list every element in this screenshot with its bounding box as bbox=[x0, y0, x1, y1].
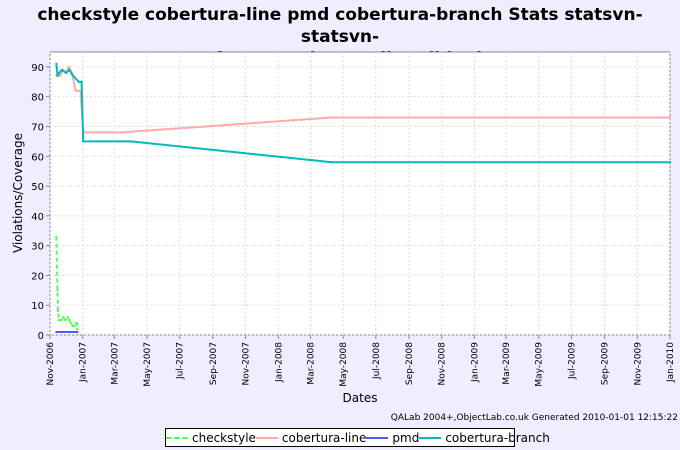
data-point-checkstyle bbox=[75, 321, 79, 325]
data-point-cobertura-branch bbox=[129, 140, 133, 143]
legend-label: checkstyle bbox=[192, 430, 256, 445]
x-tick-label: Jul-2008 bbox=[372, 342, 382, 380]
data-point-checkstyle bbox=[55, 235, 58, 238]
y-tick-label: 90 bbox=[31, 63, 44, 74]
y-axis: 0 10 20 30 40 50 60 70 80 90 bbox=[31, 63, 50, 342]
data-point-cobertura-branch bbox=[64, 71, 68, 75]
x-tick-label: May-2008 bbox=[339, 342, 349, 387]
data-point-cobertura-line bbox=[668, 116, 672, 119]
data-point-pmd bbox=[76, 330, 79, 334]
legend-label: cobertura-line bbox=[281, 430, 367, 445]
data-point-checkstyle bbox=[73, 324, 76, 328]
x-tick-label: Jan-2009 bbox=[470, 342, 480, 383]
x-tick-label: Jan-2010 bbox=[666, 342, 676, 383]
y-tick-label: 60 bbox=[31, 152, 44, 163]
data-point-cobertura-branch bbox=[77, 80, 81, 84]
y-tick-label: 40 bbox=[31, 212, 44, 223]
x-tick-label: Sep-2009 bbox=[601, 342, 611, 385]
data-point-cobertura-branch bbox=[330, 161, 334, 164]
y-tick-label: 80 bbox=[31, 93, 44, 104]
data-point-cobertura-line bbox=[330, 116, 334, 119]
data-point-checkstyle bbox=[56, 310, 60, 313]
grid bbox=[49, 52, 671, 336]
x-tick-label: Mar-2008 bbox=[306, 342, 316, 385]
y-axis-label: Violations/Coverage bbox=[11, 133, 25, 253]
legend-item-pmd: pmd bbox=[366, 431, 419, 445]
x-tick-label: Sep-2008 bbox=[405, 342, 415, 385]
x-tick-label: Jan-2008 bbox=[274, 342, 284, 383]
data-point-checkstyle bbox=[68, 318, 71, 322]
data-point-cobertura-branch bbox=[668, 161, 672, 164]
data-point-checkstyle bbox=[57, 318, 61, 322]
data-point-checkstyle bbox=[56, 289, 59, 292]
legend-item-cobertura-branch: cobertura-branch bbox=[419, 431, 550, 445]
legend: checkstyle cobertura-line pmd cobertura-bra… bbox=[165, 428, 550, 447]
x-tick-label: Nov-2007 bbox=[242, 342, 252, 385]
data-point-checkstyle bbox=[69, 321, 73, 325]
data-point-cobertura-line bbox=[120, 131, 124, 134]
x-tick-label: Nov-2008 bbox=[438, 342, 448, 386]
x-tick-label: May-2007 bbox=[143, 342, 153, 387]
x-axis: Nov-2006 Jan-2007 Mar-2007 May-2007 Jul-2007… bbox=[46, 335, 676, 387]
y-tick-label: 30 bbox=[31, 242, 44, 253]
x-tick-label: Jul-2009 bbox=[567, 342, 577, 380]
generated-credit: QALab 2004+,ObjectLab.co.uk Generated 20… bbox=[390, 413, 678, 423]
plot-area bbox=[49, 51, 671, 336]
legend-label: pmd bbox=[392, 430, 420, 445]
data-point-cobertura-branch bbox=[80, 80, 83, 84]
series-line-checkstyle bbox=[55, 236, 79, 330]
x-tick-label: Mar-2007 bbox=[110, 342, 120, 385]
y-tick-label: 0 bbox=[38, 331, 44, 342]
legend-item-checkstyle: checkstyle bbox=[166, 431, 256, 445]
data-point-checkstyle bbox=[64, 318, 67, 322]
legend-swatch bbox=[255, 436, 278, 439]
data-point-cobertura-line bbox=[59, 74, 62, 78]
x-tick-label: Mar-2009 bbox=[502, 342, 512, 385]
y-tick-label: 70 bbox=[31, 122, 44, 133]
legend-label: cobertura-branch bbox=[445, 430, 550, 445]
y-tick-label: 10 bbox=[31, 301, 44, 312]
data-point-cobertura-branch bbox=[71, 74, 75, 78]
x-tick-label: Jan-2007 bbox=[79, 342, 89, 383]
series-group bbox=[55, 62, 672, 334]
data-point-cobertura-line bbox=[67, 65, 71, 69]
data-point-pmd bbox=[55, 330, 58, 334]
data-point-cobertura-branch bbox=[57, 71, 61, 75]
legend-swatch bbox=[419, 436, 442, 439]
legend-swatch bbox=[366, 436, 389, 439]
data-point-cobertura-branch bbox=[55, 62, 58, 66]
x-tick-label: May-2009 bbox=[535, 342, 545, 387]
y-tick-label: 20 bbox=[31, 271, 44, 282]
x-tick-label: Jul-2007 bbox=[176, 342, 186, 380]
data-point-checkstyle bbox=[60, 318, 63, 322]
y-tick-label: 50 bbox=[31, 182, 44, 193]
legend-item-cobertura-line: cobertura-line bbox=[255, 430, 367, 445]
x-tick-label: Sep-2007 bbox=[209, 342, 219, 385]
data-point-cobertura-line bbox=[74, 89, 77, 92]
data-point-cobertura-branch bbox=[60, 68, 63, 72]
legend-swatch bbox=[166, 436, 188, 439]
data-point-checkstyle bbox=[76, 327, 79, 331]
data-point-cobertura-branch bbox=[68, 68, 71, 72]
data-point-checkstyle bbox=[66, 315, 69, 319]
x-tick-label: Nov-2009 bbox=[633, 342, 643, 386]
data-point-cobertura-branch bbox=[56, 74, 59, 78]
data-point-cobertura-branch bbox=[82, 140, 85, 143]
x-axis-label: Dates bbox=[343, 391, 378, 405]
data-point-checkstyle bbox=[62, 315, 65, 319]
x-tick-label: Nov-2006 bbox=[46, 342, 56, 386]
chart-title-line1: checkstyle cobertura-line pmd cobertura-… bbox=[37, 5, 643, 47]
